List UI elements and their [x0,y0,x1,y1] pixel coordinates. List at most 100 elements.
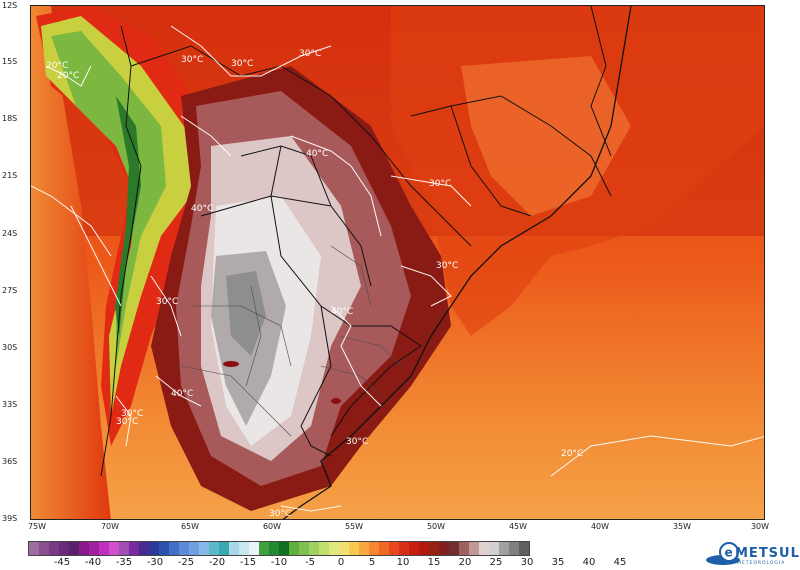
lat-label: 24S [2,229,18,238]
colorbar-swatch [319,542,329,555]
temperature-colorbar [28,541,530,556]
contour-label: 40°C [331,307,353,317]
colorbar-tick: -25 [177,557,195,568]
colorbar-swatch [399,542,409,555]
colorbar-swatch [419,542,429,555]
colorbar-swatch [69,542,79,555]
colorbar-tick: -35 [115,557,133,568]
colorbar-swatch [169,542,179,555]
contour-label: 40°C [171,389,193,399]
colorbar-swatch [459,542,469,555]
colorbar-swatch [199,542,209,555]
contour-label: 30°C [299,49,321,59]
colorbar-swatch [469,542,479,555]
lon-label: 45W [508,522,528,531]
lon-label: 65W [180,522,200,531]
lat-label: 21S [2,171,18,180]
colorbar-tick: 45 [613,557,627,568]
colorbar-swatch [109,542,119,555]
colorbar-tick: 25 [489,557,503,568]
temperature-map: 30°C 30°C 20°C 40°C 30°C 40°C 30°C 30°C … [30,5,765,520]
colorbar-tick: -5 [305,557,315,568]
colorbar-swatch [429,542,439,555]
colorbar-swatch [179,542,189,555]
colorbar-tick: 0 [337,557,345,568]
colorbar-tick: -30 [146,557,164,568]
contour-label: 40°C [191,204,213,214]
contour-label: 30°C [269,509,291,519]
colorbar-swatch [269,542,279,555]
lon-label: 60W [262,522,282,531]
colorbar-swatch [339,542,349,555]
colorbar-tick: 15 [427,557,441,568]
colorbar-tick: 10 [396,557,410,568]
colorbar-swatch [89,542,99,555]
logo-subtitle: METEOROLOGIA [737,561,786,566]
colorbar-swatch [359,542,369,555]
colorbar-swatch [449,542,459,555]
lat-label: 36S [2,457,18,466]
colorbar-swatch [39,542,49,555]
colorbar-swatch [369,542,379,555]
colorbar-swatch [29,542,39,555]
colorbar-tick: 35 [551,557,565,568]
contour-labels: 30°C 30°C 20°C 40°C 30°C 40°C 30°C 30°C … [46,49,583,519]
colorbar-swatch [489,542,499,555]
colorbar-tick: -40 [84,557,102,568]
lon-label: 30W [750,522,770,531]
colorbar-swatch [259,542,269,555]
lon-label: 75W [27,522,47,531]
colorbar-swatch [409,542,419,555]
lat-label: 12S [2,1,18,10]
colorbar-swatch [329,542,339,555]
colorbar-tick: 20 [458,557,472,568]
lon-label: 40W [590,522,610,531]
contour-label: 20°C [57,71,79,81]
colorbar-swatch [299,542,309,555]
contour-label: 20°C [46,61,68,71]
colorbar-swatch [379,542,389,555]
colorbar-swatch [99,542,109,555]
colorbar-swatch [149,542,159,555]
lon-label: 70W [100,522,120,531]
contour-label: 30°C [181,55,203,65]
colorbar-swatch [289,542,299,555]
contour-label: 30°C [346,437,368,447]
contour-label: 30°C [436,261,458,271]
contour-label: 30°C [116,417,138,427]
lat-label: 27S [2,286,18,295]
colorbar-swatch [479,542,489,555]
logo-glyph: e [725,546,733,560]
map-canvas: 30°C 30°C 20°C 40°C 30°C 40°C 30°C 30°C … [31,6,764,519]
contour-label: 40°C [306,149,328,159]
colorbar-swatch [509,542,519,555]
colorbar-tick: -20 [208,557,226,568]
colorbar-tick: -15 [239,557,257,568]
lat-label: 18S [2,114,18,123]
contour-label: 20°C [561,449,583,459]
colorbar-tick: -10 [270,557,288,568]
contour-label: 30°C [121,409,143,419]
colorbar-swatch [209,542,219,555]
lat-label: 30S [2,343,18,352]
colorbar-tick: 30 [520,557,534,568]
colorbar-swatch [59,542,69,555]
colorbar-swatch [309,542,319,555]
colorbar-swatch [239,542,249,555]
contour-label: 30°C [231,59,253,69]
colorbar-tick: -45 [53,557,71,568]
logo-name: METSUL [735,546,800,561]
colorbar-swatch [349,542,359,555]
colorbar-swatch [439,542,449,555]
lat-label: 15S [2,57,18,66]
colorbar-swatch [79,542,89,555]
colorbar-swatch [249,542,259,555]
colorbar-swatch [129,542,139,555]
contour-label: 30°C [429,179,451,189]
colorbar-swatch [219,542,229,555]
contour-label: 30°C [156,297,178,307]
lon-label: 50W [426,522,446,531]
colorbar-swatch [519,542,529,555]
colorbar-swatch [139,542,149,555]
lon-label: 35W [672,522,692,531]
